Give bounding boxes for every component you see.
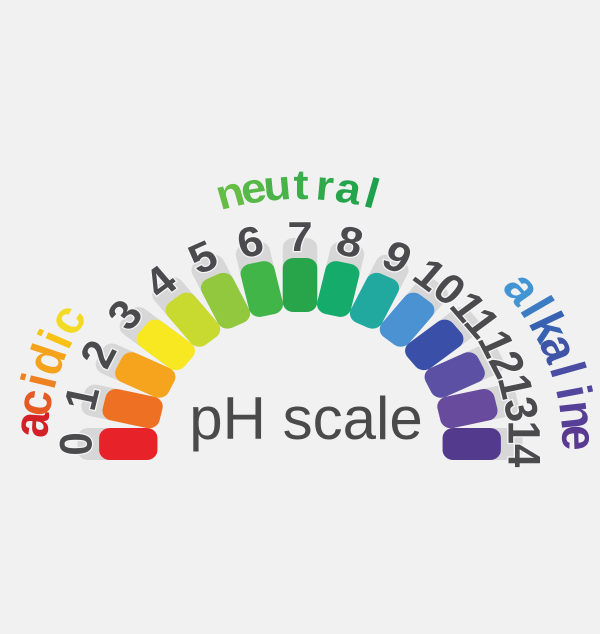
ph-segment-1: [81, 384, 163, 429]
segment-number-7: 7: [287, 214, 312, 261]
segment-color-swatch: [349, 272, 400, 329]
segment-number-14: 14: [498, 421, 549, 468]
segment-color-swatch: [442, 428, 501, 460]
segment-color-swatch: [165, 292, 221, 347]
ph-segment-3: [119, 307, 195, 371]
segment-color-swatch: [317, 261, 360, 317]
segment-color-swatch: [405, 319, 464, 371]
segment-color-swatch: [437, 388, 498, 429]
ph-segment-13: [437, 384, 519, 429]
ph-segment-6: [235, 241, 283, 317]
neutral-letter-2: u: [261, 161, 293, 210]
ph-segment-7: [282, 238, 318, 312]
segment-color-swatch: [200, 272, 251, 329]
segment-number-13: 13: [487, 370, 548, 426]
neutral-letter-4: r: [314, 162, 336, 210]
ph-segment-2: [95, 343, 176, 398]
ph-segment-9: [349, 254, 409, 329]
ph-segment-14: [442, 428, 523, 460]
ph-segment-12: [424, 343, 505, 398]
segment-number-0: 0: [51, 432, 102, 455]
ph-segment-11: [405, 307, 481, 371]
ph-segment-4: [152, 277, 221, 347]
ph-segment-5: [191, 254, 251, 329]
segment-color-swatch: [379, 292, 435, 347]
diagram-title: pH scale: [189, 385, 422, 452]
segment-color-swatch: [102, 388, 163, 429]
alkaline-letter-7: e: [551, 424, 600, 451]
acidic-letter-0: a: [4, 409, 61, 439]
neutral-letter-3: t: [293, 162, 309, 209]
ph-segment-8: [317, 241, 365, 317]
segment-color-swatch: [282, 258, 318, 312]
alkaline-letter-6: n: [548, 398, 600, 432]
neutral-label: neu t ral: [210, 161, 384, 219]
segment-color-swatch: [136, 319, 195, 371]
segment-color-swatch: [240, 261, 283, 317]
ph-segment-0: [77, 428, 158, 460]
ph-segment-10: [379, 277, 448, 347]
segment-color-swatch: [99, 428, 158, 460]
segment-color-swatch: [115, 352, 176, 398]
segment-color-swatch: [424, 352, 485, 398]
